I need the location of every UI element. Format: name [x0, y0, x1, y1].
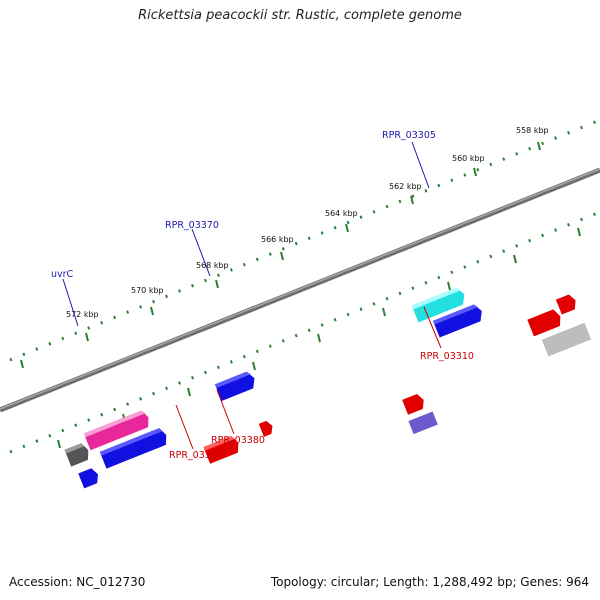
feature-RPR_03305[interactable] [411, 286, 468, 323]
feature-RPR_03310[interactable] [408, 411, 438, 435]
gene-label-RPR_03390[interactable]: RPR_03390 [169, 450, 223, 461]
feature-uvrC[interactable] [83, 409, 152, 451]
tick-label-564: 564 kbp [325, 209, 358, 218]
tick-label-568: 568 kbp [196, 261, 229, 270]
tick-label-560: 560 kbp [452, 154, 485, 163]
genome-summary-text: Topology: circular; Length: 1,288,492 bp… [270, 575, 589, 589]
gene-label-RPR_03370[interactable]: RPR_03370 [165, 220, 219, 231]
feature-red-right-1[interactable] [527, 308, 563, 337]
gene-label-RPR_03310[interactable]: RPR_03310 [420, 351, 474, 362]
feature-gray-small-left[interactable] [64, 442, 92, 467]
callout-lines [62, 141, 442, 450]
gene-label-RPR_03305[interactable]: RPR_03305 [382, 130, 436, 141]
map-title: Rickettsia peacockii str. Rustic, comple… [138, 8, 462, 23]
tick-label-566: 566 kbp [261, 235, 294, 244]
feature-red-near-RPR_03310[interactable] [402, 393, 427, 415]
gene-label-RPR_03380[interactable]: RPR_03380 [211, 435, 265, 446]
gene-label-uvrC[interactable]: uvrC [51, 269, 74, 280]
feature-red-RPR_03390[interactable] [203, 434, 241, 464]
accession-text: Accession: NC_012730 [9, 575, 146, 589]
feature-blue-small-left[interactable] [78, 467, 101, 489]
tick-label-572: 572 kbp [66, 310, 99, 319]
feature-blue-below-RPR_03305[interactable] [432, 303, 485, 338]
ruler-inner [9, 210, 600, 454]
major-ticks [20, 141, 581, 449]
tick-label-558: 558 kbp [516, 126, 549, 135]
feature-blue-long-left[interactable] [99, 427, 170, 469]
feature-RPR_03370[interactable] [214, 370, 258, 402]
ruler-outer [9, 118, 600, 362]
feature-gray-right[interactable] [541, 322, 592, 357]
tick-label-570: 570 kbp [131, 286, 164, 295]
tick-label-562: 562 kbp [389, 182, 422, 191]
genome-backbone [0, 167, 600, 413]
feature-red-right-2[interactable] [555, 293, 579, 315]
feature-red-RPR_03380[interactable] [258, 419, 275, 437]
